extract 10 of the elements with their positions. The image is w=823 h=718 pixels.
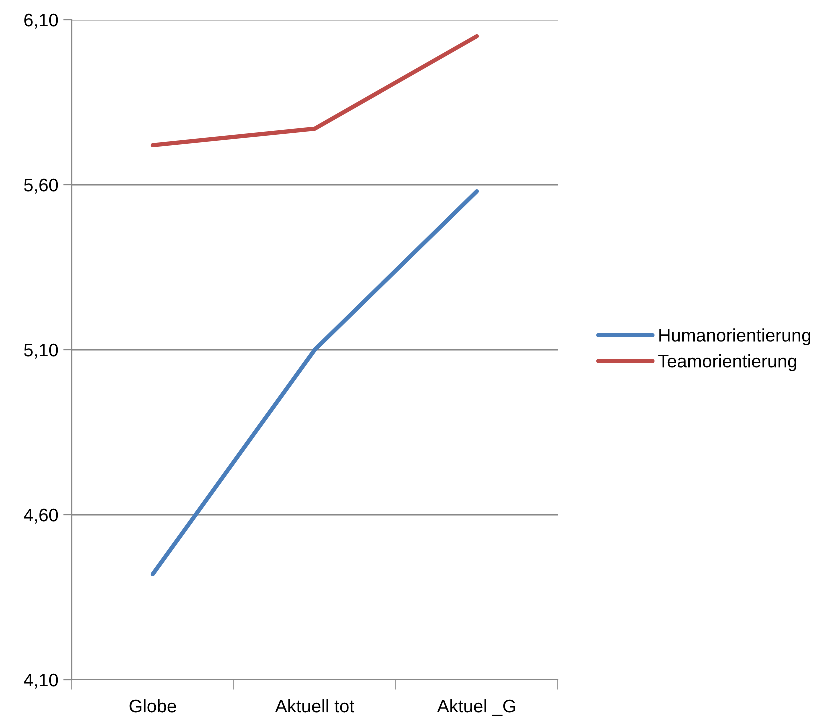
x-tick-label: Globe: [130, 699, 176, 713]
y-tick-label: 5,60: [24, 178, 58, 194]
y-tick-label: 4,10: [24, 674, 58, 689]
legend-label: Teamorientierung: [658, 354, 796, 372]
x-tick-label: Aktuel _G: [437, 699, 516, 716]
legend-label: Humanorientierung: [660, 328, 811, 346]
y-tick-label: 4,60: [24, 508, 58, 524]
x-tick-label: Aktuell tot: [275, 699, 355, 713]
y-tick-label: 6,10: [24, 14, 58, 29]
y-tick-label: 5,10: [24, 344, 58, 359]
